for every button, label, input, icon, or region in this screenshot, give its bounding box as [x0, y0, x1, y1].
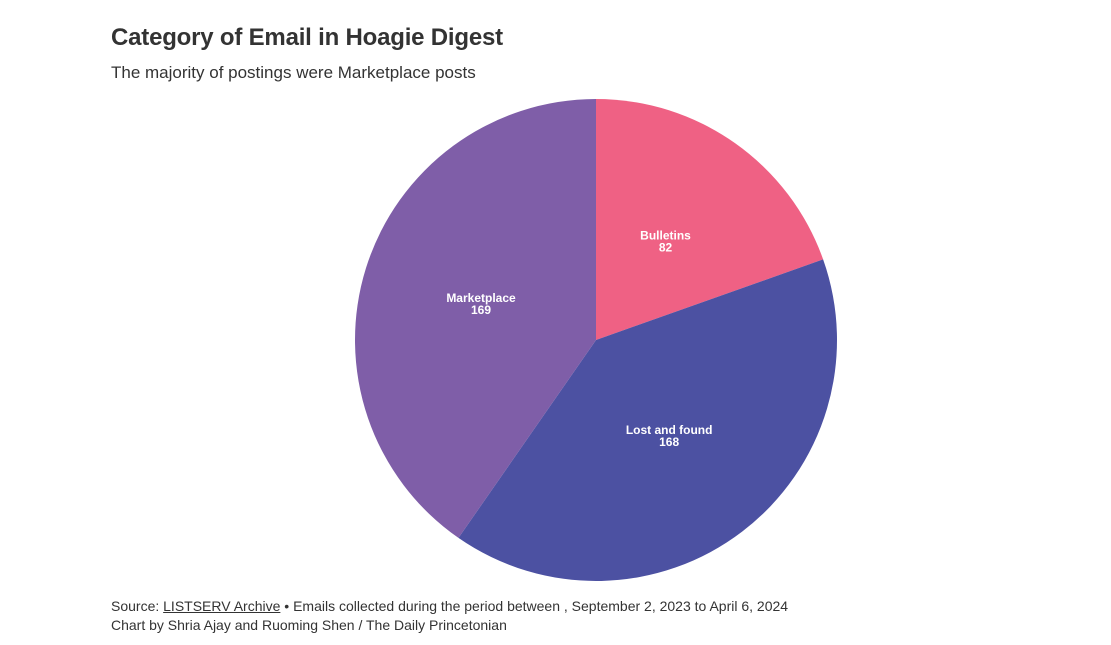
source-link[interactable]: LISTSERV Archive: [163, 598, 281, 614]
source-details: • Emails collected during the period bet…: [280, 598, 789, 614]
chart-footer: Source: LISTSERV Archive • Emails collec…: [111, 597, 788, 635]
slice-label: Bulletins: [640, 229, 691, 243]
pie-slice-lost-and-found: [458, 259, 837, 582]
byline: Chart by Shria Ajay and Ruoming Shen / T…: [111, 617, 507, 633]
slice-value: 168: [659, 435, 679, 449]
pie-slice-bulletins: [596, 99, 824, 340]
source-line: Source: LISTSERV Archive • Emails collec…: [111, 597, 788, 616]
slice-value: 169: [471, 303, 491, 317]
source-prefix: Source:: [111, 598, 164, 614]
slice-label: Lost and found: [626, 423, 713, 437]
chart-title: Category of Email in Hoagie Digest: [111, 24, 503, 51]
slice-label: Marketplace: [446, 291, 516, 305]
pie-slice-marketplace: [355, 99, 596, 538]
chart-subtitle: The majority of postings were Marketplac…: [111, 63, 476, 82]
slice-value: 82: [659, 241, 673, 255]
